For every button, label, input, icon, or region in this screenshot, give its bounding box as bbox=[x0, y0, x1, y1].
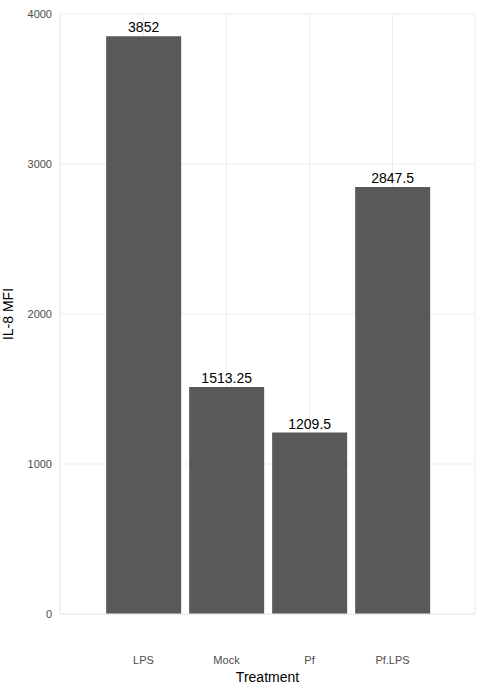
svg-text:Pf.LPS: Pf.LPS bbox=[375, 654, 409, 666]
svg-text:0: 0 bbox=[46, 608, 52, 620]
svg-text:2847.5: 2847.5 bbox=[371, 170, 414, 186]
svg-text:Pf: Pf bbox=[304, 654, 315, 666]
svg-text:3000: 3000 bbox=[28, 158, 52, 170]
svg-text:1513.25: 1513.25 bbox=[201, 370, 252, 386]
svg-text:Mock: Mock bbox=[213, 654, 240, 666]
svg-text:3852: 3852 bbox=[128, 19, 159, 35]
svg-text:LPS: LPS bbox=[133, 654, 154, 666]
svg-text:1000: 1000 bbox=[28, 458, 52, 470]
svg-text:1209.5: 1209.5 bbox=[288, 416, 331, 432]
svg-text:Treatment: Treatment bbox=[236, 669, 299, 685]
svg-text:2000: 2000 bbox=[28, 308, 52, 320]
svg-text:4000: 4000 bbox=[28, 8, 52, 20]
svg-text:IL-8 MFI: IL-8 MFI bbox=[0, 288, 16, 340]
